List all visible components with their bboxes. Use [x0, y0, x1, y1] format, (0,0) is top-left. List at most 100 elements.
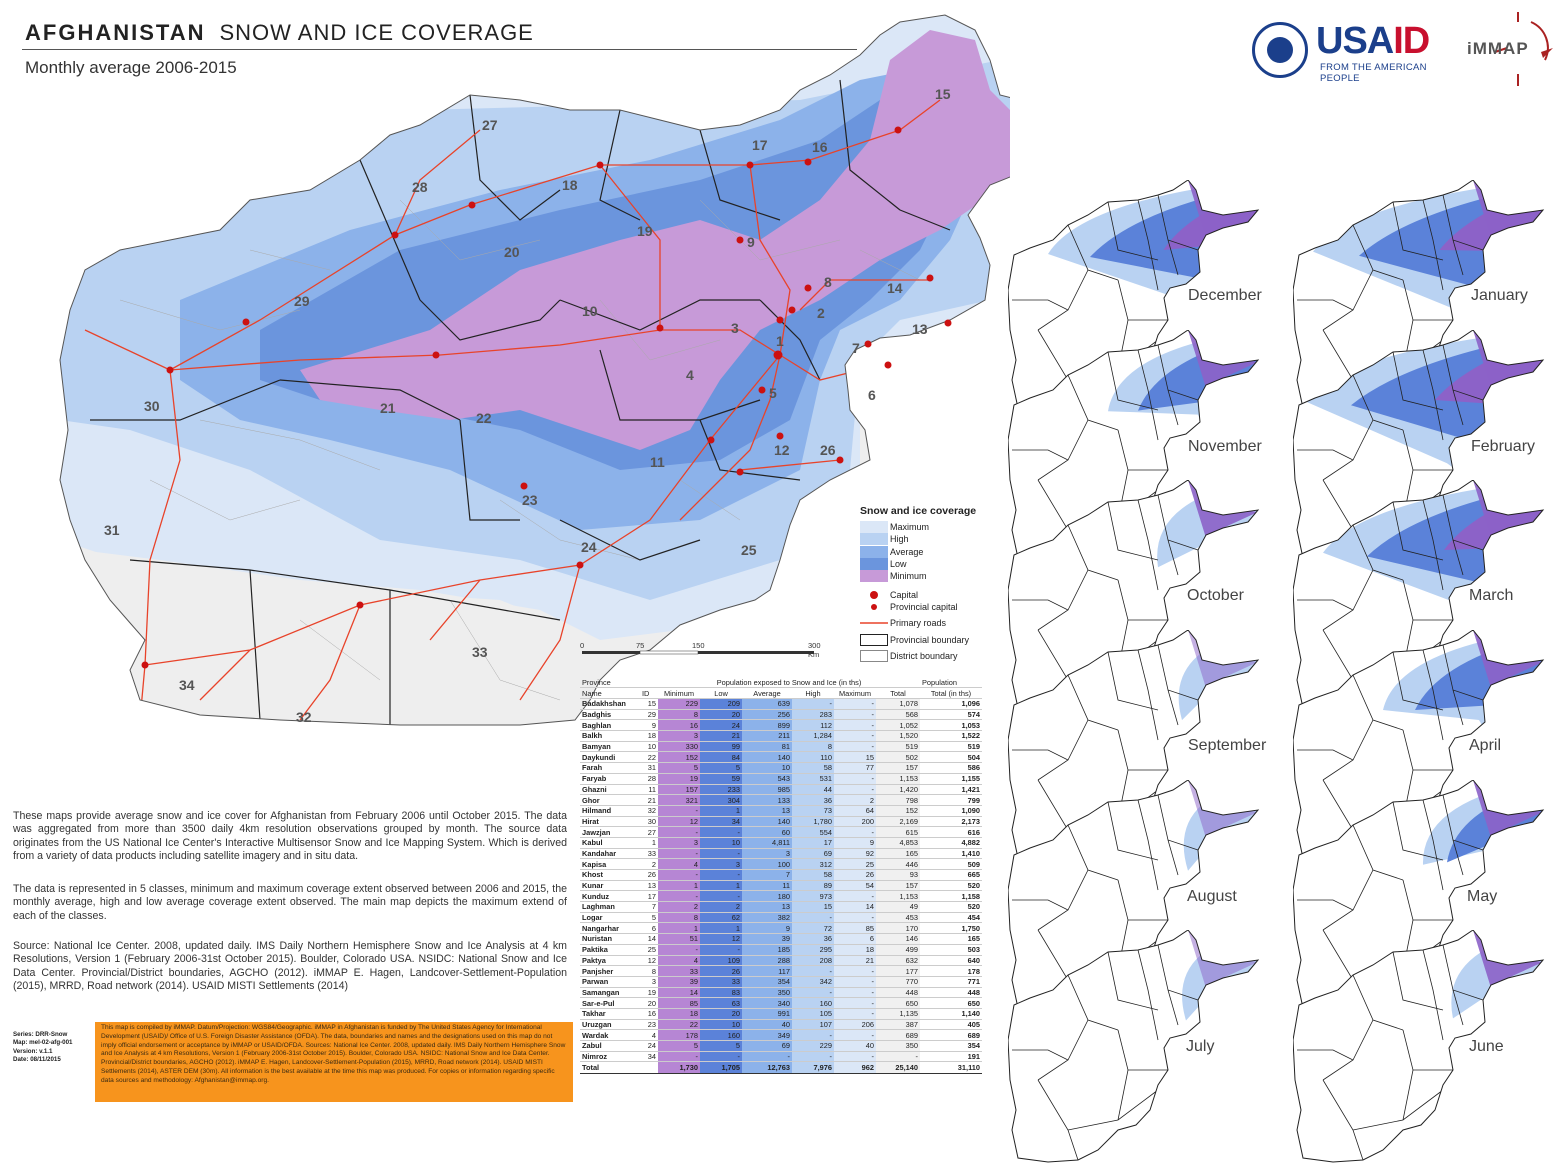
table-cell: 5: [658, 762, 700, 774]
table-cell: 502: [876, 751, 920, 764]
table-cell: 1,053: [920, 719, 982, 732]
table-cell: 15: [792, 901, 834, 913]
legend-item-provincial-capital: Provincial capital: [860, 601, 1010, 613]
table-cell: 69: [792, 848, 834, 860]
table-cell: Sar-e-Pul: [580, 997, 640, 1009]
table-cell: 499: [876, 944, 920, 956]
svg-text:25: 25: [741, 542, 757, 558]
table-cell: -: [658, 1051, 700, 1063]
table-cell: 208: [792, 955, 834, 967]
svg-text:21: 21: [380, 400, 396, 416]
table-cell: 5: [700, 762, 742, 774]
table-cell: 73: [792, 805, 834, 817]
table-cell: 354: [742, 976, 792, 988]
table-cell: 798: [876, 794, 920, 806]
table-cell: -: [792, 698, 834, 710]
table-cell: Farah: [580, 762, 640, 774]
table-cell: 340: [742, 997, 792, 1009]
table-cell: 83: [700, 987, 742, 999]
table-cell: 3: [658, 730, 700, 742]
table-cell: Ghor: [580, 794, 640, 806]
table-cell: 985: [742, 784, 792, 796]
table-cell: 25: [834, 858, 876, 870]
table-cell: 160: [700, 1029, 742, 1041]
table-row: Badghis 29 8 20 256 283-568 574: [580, 709, 982, 721]
table-cell: -: [792, 912, 834, 924]
table-cell: 31: [640, 762, 658, 774]
table-cell: 454: [920, 912, 982, 924]
table-cell: 24: [640, 1040, 658, 1052]
table-cell: 1,153: [876, 890, 920, 903]
table-column-header: Total: [876, 687, 920, 699]
table-cell: 689: [876, 1029, 920, 1041]
table-cell: 22: [658, 1019, 700, 1031]
table-cell: 4: [658, 955, 700, 967]
svg-text:29: 29: [294, 293, 310, 309]
table-cell: Nuristan: [580, 933, 640, 945]
minimap-november: [1008, 330, 1260, 563]
table-cell: 25: [640, 944, 658, 956]
table-cell: 1,421: [920, 784, 982, 796]
table-cell: -: [834, 741, 876, 753]
table-total-cell: 12,763: [742, 1061, 792, 1075]
legend-item-low: Low: [860, 558, 1010, 571]
minimap-september: [1008, 630, 1260, 863]
table-cell: 14: [640, 933, 658, 945]
month-label-september: September: [1188, 737, 1267, 754]
month-label-february: February: [1471, 438, 1536, 455]
month-label-june: June: [1469, 1038, 1504, 1055]
table-cell: 1,153: [876, 773, 920, 785]
table-cell: 12: [640, 955, 658, 967]
table-cell: 81: [742, 741, 792, 753]
legend-item-provincial-boundary: Provincial boundary: [860, 633, 1010, 646]
table-total-cell: 25,140: [876, 1061, 920, 1075]
description-paragraph-1: These maps provide average snow and ice …: [13, 810, 567, 862]
table-cell: -: [700, 890, 742, 903]
table-cell: 2,169: [876, 816, 920, 828]
month-label-march: March: [1469, 587, 1514, 604]
table-cell: 615: [876, 826, 920, 838]
table-cell: 665: [920, 869, 982, 881]
table-cell: Nimroz: [580, 1051, 640, 1063]
table-cell: 519: [876, 741, 920, 753]
table-total-cell: [640, 1061, 658, 1075]
table-cell: 93: [876, 869, 920, 881]
table-cell: 33: [700, 976, 742, 988]
table-cell: 152: [658, 751, 700, 764]
table-cell: Nangarhar: [580, 922, 640, 935]
table-cell: -: [834, 730, 876, 742]
table-cell: 9: [640, 719, 658, 732]
table-header: Name ID Minimum Low Average High Maximum Total T…: [580, 687, 982, 699]
table-cell: 17: [792, 837, 834, 849]
table-row: Hilmand 32-1 13 73 64 152 1,090: [580, 805, 982, 817]
table-cell: 991: [742, 1008, 792, 1020]
table-cell: 191: [920, 1051, 982, 1063]
table-cell: 405: [920, 1019, 982, 1031]
scale-tick-150: 150: [692, 641, 705, 650]
table-row: Samangan 19 14 83 350- -448 448: [580, 987, 982, 999]
table-cell: Badakhshan: [580, 698, 640, 710]
table-row: Panjsher 8 33 26 117- -177 178: [580, 965, 982, 977]
provincial-capitals: [141, 126, 952, 669]
table-cell: 36: [792, 794, 834, 806]
table-cell: 105: [792, 1008, 834, 1020]
minimap-february: [1293, 330, 1545, 563]
svg-text:10: 10: [582, 303, 598, 319]
table-cell: 33: [658, 965, 700, 977]
table-cell: 19: [640, 987, 658, 999]
table-row: Uruzgan 23 22 10 40 107 206 387 405: [580, 1019, 982, 1031]
table-cell: 22: [640, 751, 658, 764]
version-line: Version: v.1.1: [13, 1047, 53, 1055]
svg-text:24: 24: [581, 539, 597, 555]
table-cell: 14: [658, 987, 700, 999]
table-cell: 14: [834, 901, 876, 913]
legend-item-average: Average: [860, 545, 1010, 558]
table-cell: Ghazni: [580, 784, 640, 796]
table-cell: 233: [700, 784, 742, 796]
table-cell: 64: [834, 805, 876, 817]
table-cell: 28: [640, 773, 658, 785]
main-snow-map: 15 27 17 16 28 18 19 9 20 29 10 8 14 3 2…: [59, 14, 1010, 726]
svg-text:15: 15: [935, 86, 951, 102]
table-cell: 312: [792, 858, 834, 870]
table-cell: 100: [742, 858, 792, 870]
